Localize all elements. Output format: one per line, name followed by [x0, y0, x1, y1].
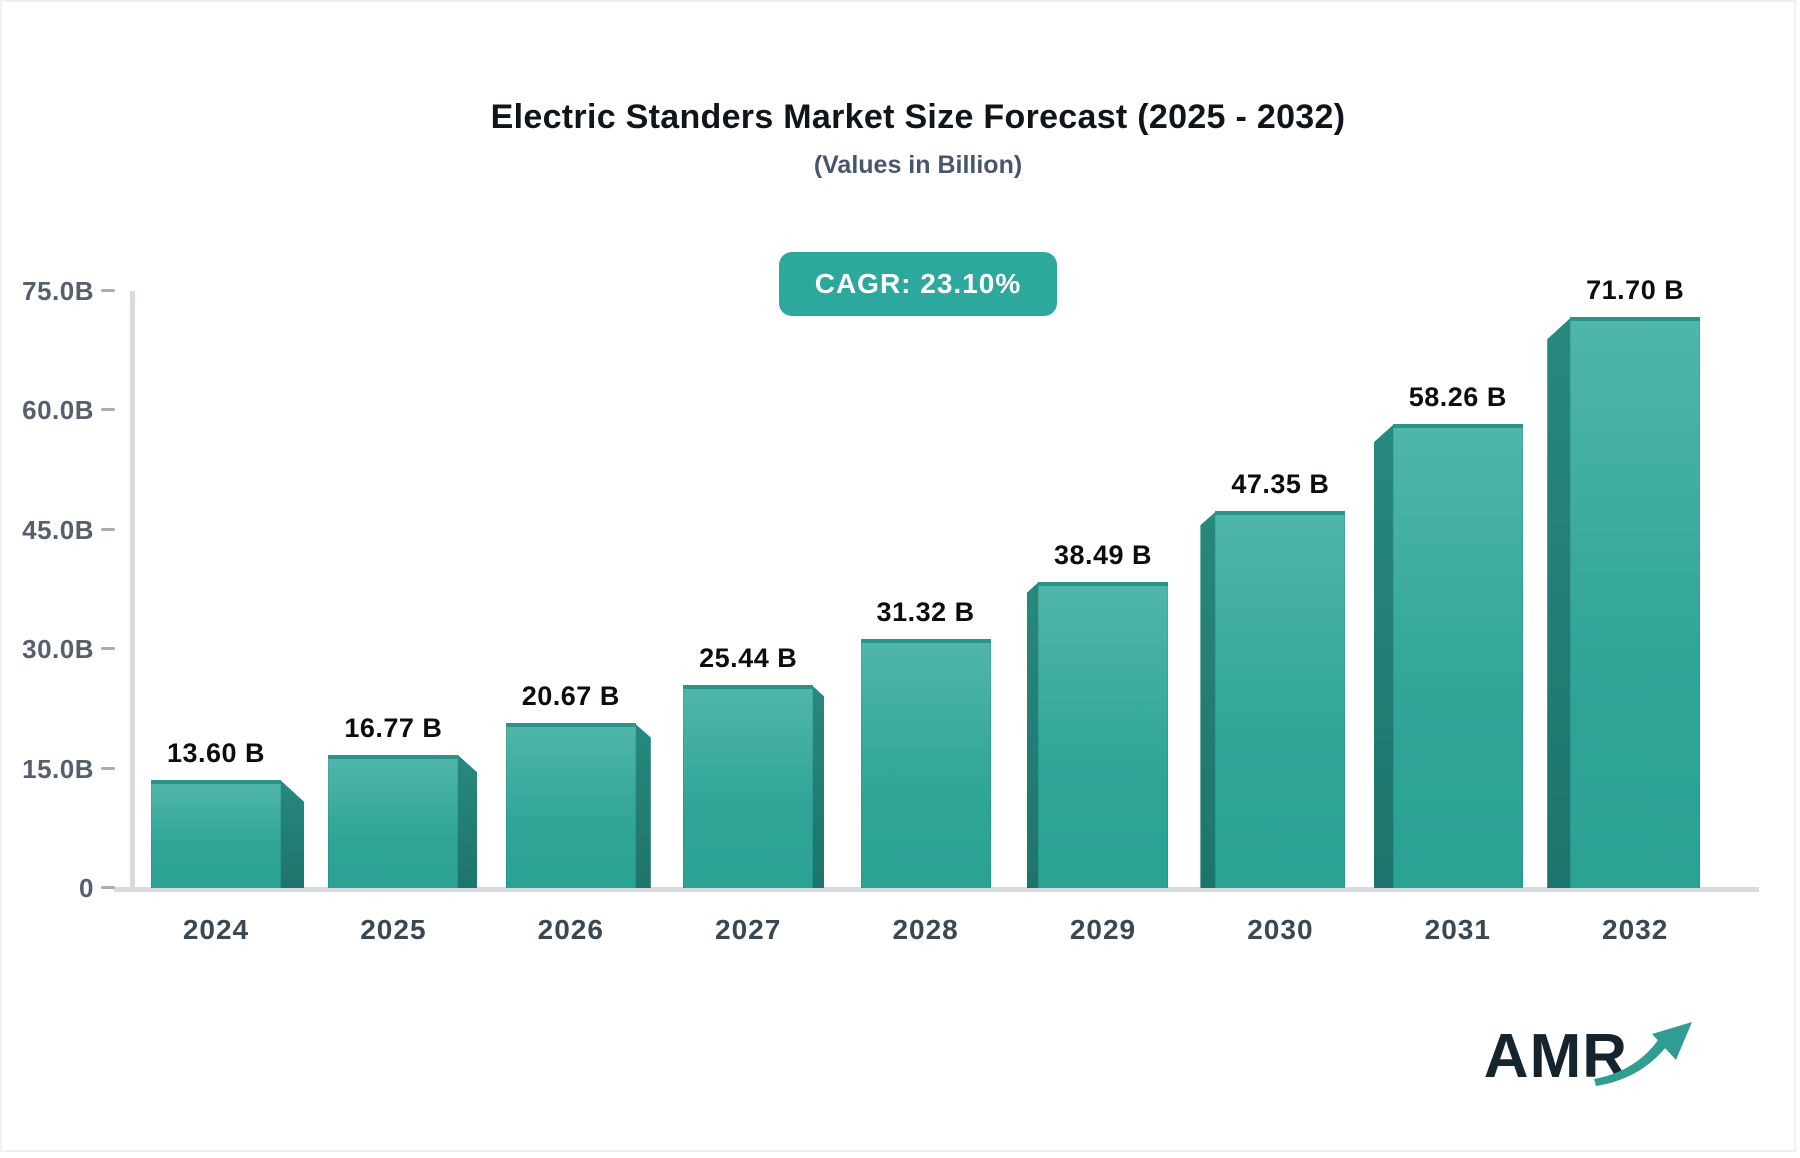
x-axis-label: 2025 [360, 914, 427, 945]
x-axis-label: 2031 [1424, 914, 1491, 945]
cagr-badge: CAGR: 23.10% [778, 252, 1058, 316]
bar-3d-side [1027, 581, 1039, 888]
bar-value-label: 71.70 B [1586, 275, 1685, 306]
bar-3d-side [812, 685, 825, 888]
bar-value-label: 25.44 B [699, 643, 798, 674]
bar-3d-side [1200, 511, 1217, 888]
y-axis-tick-label: 15.0B [22, 753, 94, 784]
y-axis-tick-mark [101, 289, 115, 292]
bar-value-label: 31.32 B [876, 596, 975, 627]
bar-3d-side [634, 723, 651, 888]
x-axis-label: 2029 [1069, 914, 1137, 945]
bar-value-label: 47.35 B [1231, 469, 1330, 500]
bar-2032 [1570, 317, 1701, 888]
y-axis-tick-mark [101, 886, 115, 889]
bar-2025 [328, 754, 459, 888]
bar-2028 [860, 638, 991, 888]
x-axis-label: 2028 [892, 914, 959, 945]
y-axis-tick-label: 60.0B [22, 395, 94, 426]
bar-3d-side [1373, 424, 1394, 888]
x-axis-label: 2027 [715, 914, 782, 945]
bar-2030 [1215, 511, 1346, 888]
y-axis-tick-label: 45.0B [22, 514, 94, 545]
bar-3d-side [457, 754, 478, 888]
chart-subtitle: (Values in Billion) [813, 151, 1023, 179]
y-axis-tick-label: 30.0B [22, 634, 94, 665]
y-axis-line [130, 291, 135, 888]
amr-logo: AMR [1484, 1022, 1698, 1094]
chart-header: Electric Standers Market Size Forecast (… [42, 2, 1794, 180]
x-axis-label: 2032 [1602, 914, 1669, 945]
y-axis-tick-mark [101, 408, 115, 412]
bar-value-label: 58.26 B [1408, 382, 1507, 413]
bar-2031 [1392, 424, 1523, 888]
x-axis-label: 2026 [537, 914, 604, 945]
x-axis-line [114, 887, 1759, 892]
bar-2027 [683, 685, 814, 888]
bar-value-label: 38.49 B [1053, 539, 1153, 570]
y-axis-tick-mark [101, 527, 115, 531]
x-axis-label: 2030 [1247, 914, 1314, 945]
bar-3d-side [1547, 317, 1572, 888]
x-axis-label: 2024 [182, 914, 250, 945]
bar-value-label: 13.60 B [166, 737, 266, 768]
bar-2026 [505, 723, 636, 888]
cagr-badge-row: CAGR: 23.10% [42, 252, 1794, 316]
bar-2029 [1038, 581, 1168, 888]
y-axis-tick-mark [101, 647, 115, 651]
y-axis-tick-label: 0 [79, 873, 94, 903]
chart-title: Electric Standers Market Size Forecast (… [490, 98, 1346, 136]
bar-value-label: 16.77 B [344, 712, 443, 743]
bar-3d-side [280, 779, 304, 888]
bar-value-label: 20.67 B [521, 681, 620, 712]
bar-2024 [151, 779, 281, 888]
y-axis-tick-mark [101, 766, 115, 770]
growth-arrow-icon [1594, 1022, 1692, 1086]
y-axis-tick-label: 75.0B [22, 276, 94, 306]
